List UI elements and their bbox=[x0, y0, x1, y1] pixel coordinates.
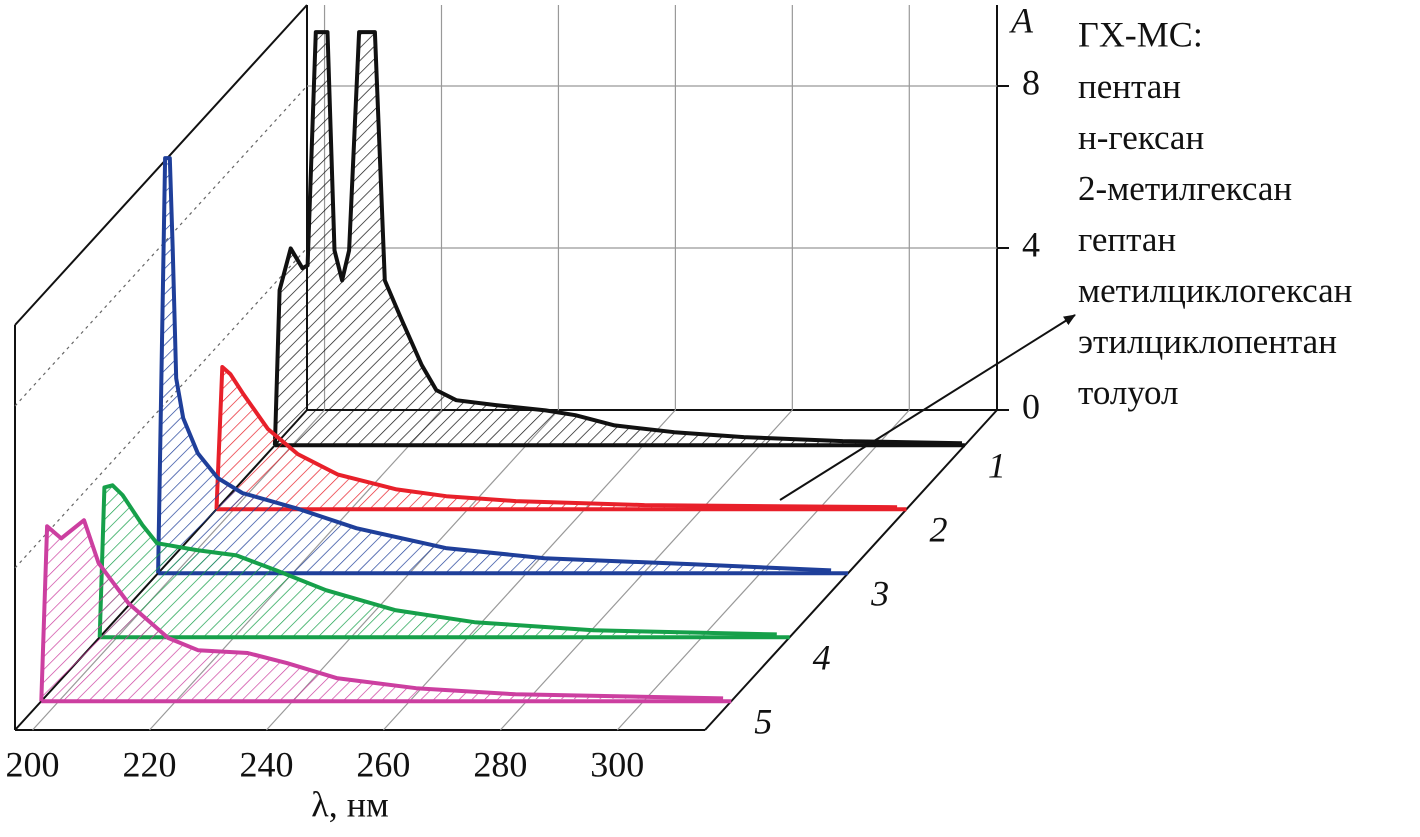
line bbox=[156, 156, 832, 574]
series-label: 3 bbox=[870, 573, 889, 613]
legend-item: метилциклогексан bbox=[1078, 271, 1352, 310]
area-fill bbox=[41, 520, 724, 702]
area-fill bbox=[99, 485, 777, 638]
line bbox=[39, 518, 724, 702]
legend-item: пентан bbox=[1078, 67, 1181, 106]
legend-item: гептан bbox=[1078, 220, 1176, 259]
series-label: 1 bbox=[988, 445, 1006, 485]
frame bbox=[704, 409, 998, 731]
grid-line bbox=[14, 247, 308, 569]
annotation-arrow bbox=[779, 314, 1076, 501]
series-label: 2 bbox=[929, 509, 947, 549]
x-tick-label: 240 bbox=[239, 744, 293, 784]
legend-title: ГХ-МС: bbox=[1078, 14, 1203, 54]
grid-line bbox=[14, 85, 308, 407]
frame bbox=[14, 4, 308, 326]
line bbox=[272, 30, 963, 446]
series-label: 4 bbox=[813, 637, 831, 677]
y-tick-label: 8 bbox=[1022, 62, 1040, 102]
x-tick-label: 260 bbox=[356, 744, 410, 784]
y-tick-label: 0 bbox=[1022, 386, 1040, 426]
legend: пентан н-гексан 2-метилгексан гептан метилци… bbox=[1078, 67, 1352, 412]
area-fill bbox=[158, 158, 832, 574]
legend-item: н-гексан bbox=[1078, 118, 1204, 157]
area-fill bbox=[216, 367, 898, 510]
x-axis-title: λ, нм bbox=[311, 784, 389, 824]
legend-item: толуол bbox=[1078, 373, 1178, 412]
x-tick-label: 280 bbox=[473, 744, 527, 784]
x-tick-label: 300 bbox=[590, 744, 644, 784]
x-tick-label: 200 bbox=[6, 744, 60, 784]
line bbox=[214, 365, 898, 510]
series-label: 5 bbox=[754, 701, 772, 741]
area-fill bbox=[274, 32, 962, 446]
y-axis-label: A bbox=[1009, 0, 1034, 40]
y-tick-label: 4 bbox=[1022, 224, 1040, 264]
x-tick-label: 220 bbox=[122, 744, 176, 784]
line bbox=[97, 483, 777, 638]
legend-item: 2-метилгексан bbox=[1078, 169, 1292, 208]
legend-item: этилциклопентан bbox=[1078, 322, 1337, 361]
